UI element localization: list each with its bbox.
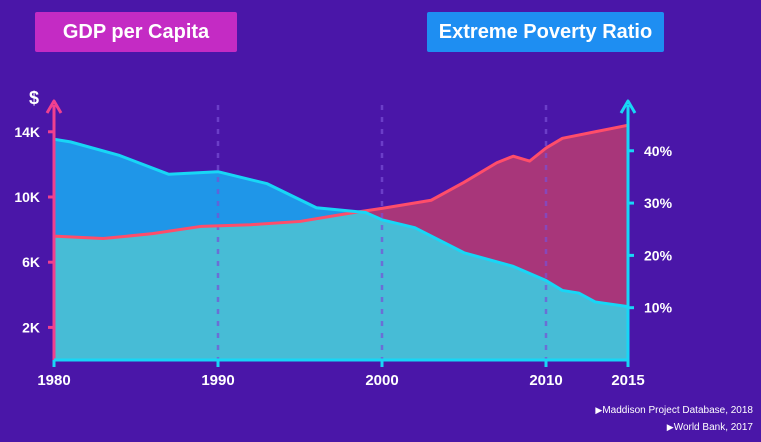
x-tick-label: 2000 — [365, 372, 398, 389]
left-axis-unit-label: $ — [29, 88, 39, 108]
left-tick-label: 2K — [22, 319, 40, 335]
left-tick-label: 14K — [14, 124, 40, 140]
poverty-line — [53, 137, 629, 309]
left-tick-label: 10K — [14, 189, 40, 205]
right-tick-label: 30% — [644, 195, 673, 211]
sources-block: Maddison Project Database, 2018 World Ba… — [595, 402, 753, 436]
x-tick-label: 1980 — [37, 372, 70, 389]
right-tick-label: 10% — [644, 300, 673, 316]
x-tick-label: 2015 — [611, 372, 644, 389]
source-maddison: Maddison Project Database, 2018 — [595, 402, 753, 419]
left-tick-label: 6K — [22, 254, 40, 270]
right-tick-label: 20% — [644, 247, 673, 263]
left-axis-arrow-icon — [45, 99, 63, 114]
x-tick-label: 1990 — [201, 372, 234, 389]
right-axis-arrow-icon — [619, 99, 637, 114]
x-tick-label: 2010 — [529, 372, 562, 389]
extreme-poverty-ratio-badge: Extreme Poverty Ratio — [427, 12, 664, 52]
source-world-bank: World Bank, 2017 — [595, 419, 753, 436]
overlap-area — [54, 211, 628, 360]
gdp-per-capita-badge: GDP per Capita — [35, 12, 237, 52]
right-tick-label: 40% — [644, 143, 673, 159]
gdp-line — [53, 123, 629, 241]
